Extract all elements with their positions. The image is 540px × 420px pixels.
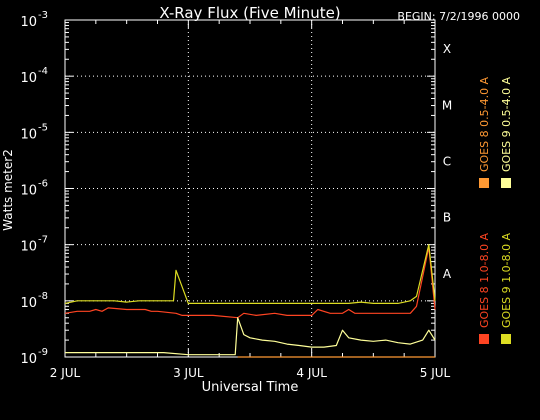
y-tick-exponent: -9: [38, 347, 48, 358]
y-tick-exponent: -5: [38, 122, 48, 133]
legend-label: GOES 9 0.5-4.0 A: [500, 76, 513, 172]
chart-title: X-Ray Flux (Five Minute): [159, 4, 340, 22]
x-tick-labels: 2 JUL 3 JUL 4 JUL 5 JUL: [50, 366, 451, 380]
flare-class-label: C: [443, 154, 451, 168]
y-tick-label: 10: [20, 240, 37, 255]
flare-class-labels: X M C B A: [442, 42, 452, 281]
flare-class-label: X: [443, 42, 451, 56]
y-tick-label: 10: [20, 127, 37, 142]
y-tick-label: 10: [20, 184, 37, 199]
legend-swatch: [501, 334, 511, 344]
legend-swatch: [479, 178, 489, 188]
flare-class-label: A: [443, 267, 452, 281]
x-tick-label: 4 JUL: [296, 366, 327, 380]
x-tick-label: 2 JUL: [50, 366, 81, 380]
legend-label: GOES 8 0.5-4.0 A: [478, 76, 491, 172]
series-layer: [64, 244, 436, 358]
y-tick-exponent: -7: [38, 235, 48, 246]
series-line: [64, 246, 436, 319]
y-tick-exponent: -4: [38, 66, 48, 77]
x-tick-label: 5 JUL: [420, 366, 451, 380]
y-tick-label: 10: [20, 352, 37, 367]
legend-swatch: [501, 178, 511, 188]
x-tick-label: 3 JUL: [173, 366, 204, 380]
series-line: [64, 244, 436, 304]
legend: GOES 8 1.0-8.0 A GOES 8 0.5-4.0 A GOES 9 1…: [478, 76, 513, 344]
y-tick-labels: 10-910-810-710-610-510-410-3: [20, 10, 48, 367]
flare-class-label: B: [443, 211, 451, 225]
legend-label: GOES 9 1.0-8.0 A: [500, 232, 513, 328]
series-line: [65, 317, 436, 356]
flare-class-label: M: [442, 98, 452, 112]
x-axis-label: Universal Time: [202, 380, 299, 395]
y-tick-label: 10: [20, 296, 37, 311]
y-tick-exponent: -3: [38, 10, 48, 21]
y-tick-label: 10: [20, 71, 37, 86]
y-tick-exponent: -6: [38, 179, 48, 190]
y-tick-label: 10: [20, 15, 37, 30]
legend-label: GOES 8 1.0-8.0 A: [478, 232, 491, 328]
legend-swatch: [479, 334, 489, 344]
y-tick-exponent: -8: [38, 291, 48, 302]
begin-label: BEGIN: 7/2/1996 0000: [397, 10, 520, 23]
y-axis-label: Watts meter2: [1, 149, 15, 231]
grid-lines: [65, 20, 435, 357]
